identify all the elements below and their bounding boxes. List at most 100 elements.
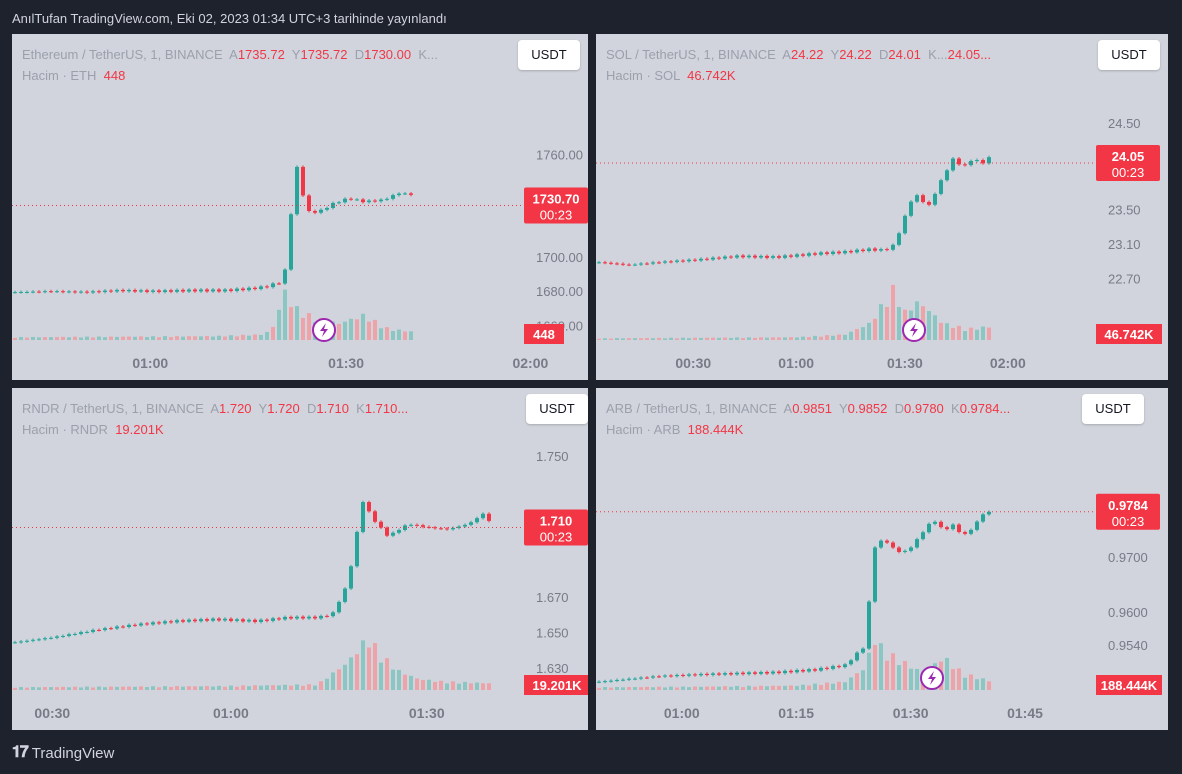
candle-body (463, 524, 467, 527)
candle-body (481, 513, 485, 519)
volume-bar (813, 335, 817, 340)
volume-tag-label: 188.444K (1101, 678, 1158, 693)
volume-legend-row: Hacim · ARB 188.444K (606, 419, 1010, 440)
volume-bar (373, 643, 377, 690)
chart-legend: Ethereum / TetherUS, 1, BINANCE A1735.72… (22, 44, 438, 86)
volume-bar (753, 686, 757, 690)
volume-bar (139, 336, 143, 340)
candle-body (699, 673, 703, 676)
volume-bar (151, 336, 155, 340)
currency-button[interactable]: USDT (518, 40, 580, 70)
candle-body (187, 289, 191, 292)
volume-value: 19.201K (115, 422, 164, 437)
volume-bar (133, 336, 137, 340)
y-tick-label: 1.670 (536, 590, 569, 605)
volume-bar (325, 678, 329, 690)
ohlc-value: 1735.72 (237, 47, 285, 62)
volume-bar (603, 338, 607, 340)
candle-body (645, 677, 649, 679)
ohlc-label: Y (823, 47, 840, 62)
volume-bar (969, 327, 973, 340)
currency-button[interactable]: USDT (1098, 40, 1160, 70)
symbol-title[interactable]: RNDR / TetherUS, 1, BINANCE (22, 401, 204, 416)
lightning-icon[interactable] (920, 666, 944, 690)
volume-bar (603, 686, 607, 690)
volume-bar (831, 683, 835, 690)
candle-body (657, 676, 661, 678)
volume-bar (91, 337, 95, 340)
candle-body (717, 673, 721, 675)
ohlc-label: D (871, 47, 889, 62)
volume-bar (729, 686, 733, 690)
ohlc-legend-row: SOL / TetherUS, 1, BINANCE A24.22 Y24.22… (606, 44, 991, 65)
candle-body (343, 198, 347, 203)
y-tick-label: 1700.00 (536, 250, 583, 265)
lightning-icon[interactable] (902, 318, 926, 342)
chart-panel[interactable]: 1760.001700.001680.001660.001730.7000:23… (12, 34, 588, 380)
volume-bar (361, 640, 365, 690)
chart-panel[interactable]: 1.750 1.670 1.650 1.630 1.710 00:23 19.201K 00:… (12, 388, 588, 730)
candle-body (43, 291, 47, 293)
volume-bar (367, 321, 371, 340)
candle-body (687, 259, 691, 262)
candle-body (31, 639, 35, 641)
volume-bar (849, 331, 853, 340)
volume-bar (891, 653, 895, 690)
symbol-title[interactable]: SOL / TetherUS, 1, BINANCE (606, 47, 776, 62)
volume-bar (397, 329, 401, 340)
symbol-title[interactable]: ARB / TetherUS, 1, BINANCE (606, 401, 777, 416)
chart-panel[interactable]: 24.50 23.50 23.10 22.70 24.05 00:23 46.742K 00:… (596, 34, 1168, 380)
volume-bar (849, 677, 853, 690)
volume-bar (939, 322, 943, 340)
volume-bar (729, 337, 733, 340)
candle-body (801, 669, 805, 672)
x-tick-label: 01:00 (132, 355, 168, 371)
currency-button[interactable]: USDT (1082, 394, 1144, 424)
candle-body (361, 199, 365, 203)
ohlc-value: 24.05... (947, 47, 992, 62)
lightning-icon[interactable] (312, 318, 336, 342)
candle-body (193, 619, 197, 622)
currency-button[interactable]: USDT (526, 394, 588, 424)
ohlc-legend-row: RNDR / TetherUS, 1, BINANCE A1.720 Y1.72… (22, 398, 408, 419)
volume-bar (975, 329, 979, 340)
candle-body (181, 620, 185, 622)
candle-body (37, 639, 41, 641)
ohlc-label: Y (831, 401, 848, 416)
volume-bar (777, 337, 781, 340)
volume-bar (855, 329, 859, 340)
candle-body (469, 522, 473, 525)
candle-body (915, 195, 919, 202)
volume-bar (771, 337, 775, 340)
volume-tag-label: 19.201K (532, 678, 582, 693)
ohlc-legend-row: ARB / TetherUS, 1, BINANCE A0.9851 Y0.98… (606, 398, 1010, 419)
candle-body (367, 502, 371, 512)
candle-body (789, 670, 793, 673)
volume-bar (951, 669, 955, 690)
candle-body (765, 255, 769, 258)
tradingview-logo[interactable]: 𝟏𝟕 TradingView (12, 744, 114, 762)
volume-bar (951, 327, 955, 340)
volume-bar (645, 686, 649, 690)
y-tick-label: 1.630 (536, 661, 569, 676)
candle-body (67, 634, 71, 636)
candle-body (109, 290, 113, 292)
candle-body (283, 616, 287, 620)
candle-body (301, 166, 305, 196)
candle-body (939, 180, 943, 194)
volume-bar (861, 327, 865, 340)
candle-body (639, 677, 643, 679)
volume-bar (67, 337, 71, 340)
candle-body (939, 521, 943, 528)
volume-bar (633, 687, 637, 690)
chart-panel[interactable]: 0.98000.97000.96000.95400.94600.978400:2… (596, 388, 1168, 730)
symbol-title[interactable]: Ethereum / TetherUS, 1, BINANCE (22, 47, 223, 62)
volume-bar (103, 337, 107, 340)
candle-body (49, 291, 53, 293)
candle-body (127, 289, 131, 292)
volume-bar (253, 334, 257, 340)
volume-bar (825, 335, 829, 340)
ohlc-label: K... (411, 47, 438, 62)
volume-bar (355, 319, 359, 340)
volume-bar (229, 685, 233, 690)
